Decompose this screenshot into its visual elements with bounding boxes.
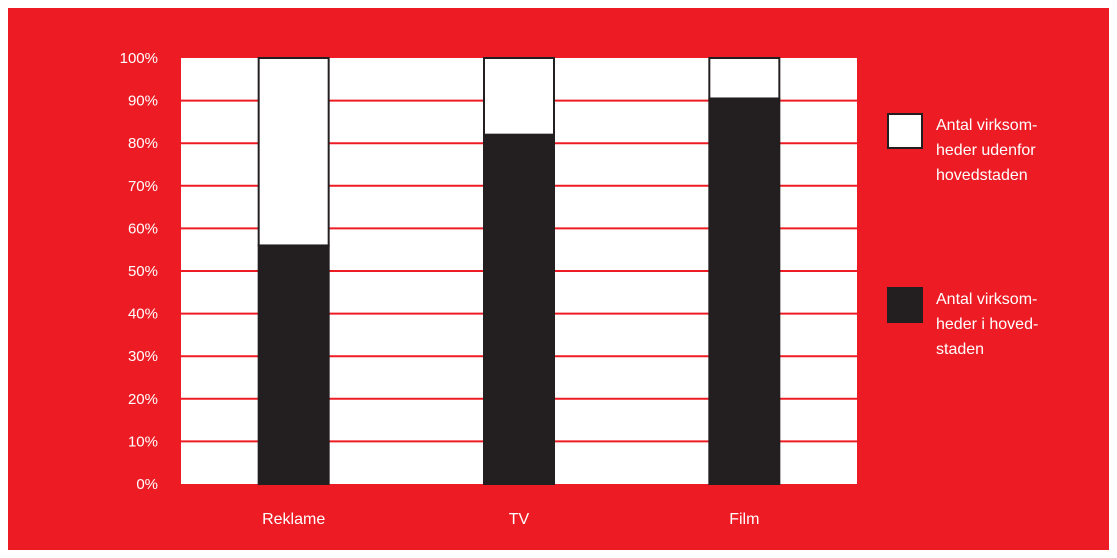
bar-segment-udenfor-hovedstaden: [257, 57, 330, 247]
y-tick-label: 10%: [128, 433, 158, 450]
legend-label-line: staden: [936, 341, 984, 358]
legend-label-line: Antal virksom-: [936, 291, 1037, 308]
legend-swatch: [887, 113, 923, 149]
legend: Antal virksom-heder udenfor hovedstaden An…: [887, 113, 1038, 358]
y-tick-label: 60%: [128, 220, 158, 237]
legend-label-line: Antal virksom-: [936, 117, 1037, 134]
bars: [257, 57, 781, 486]
legend-swatch: [887, 287, 923, 323]
y-tick-label: 20%: [128, 391, 158, 408]
stacked-bar-chart: 0% 10% 20% 30% 40% 50% 60% 70% 80% 90% 100% Reklam…: [8, 8, 1109, 550]
y-tick-label: 40%: [128, 306, 158, 323]
y-axis-tick-labels: 0% 10% 20% 30% 40% 50% 60% 70% 80% 90% 100%: [120, 50, 158, 493]
bar-segment-udenfor-hovedstaden: [708, 57, 781, 100]
x-category-label: Film: [729, 511, 759, 528]
bar-segment-i-hovedstaden: [257, 244, 330, 485]
y-tick-label: 70%: [128, 178, 158, 195]
legend-label-line: hovedstaden: [936, 167, 1028, 184]
x-category-label: Reklame: [262, 511, 325, 528]
bar-segment-i-hovedstaden: [708, 97, 781, 485]
y-tick-label: 30%: [128, 348, 158, 365]
x-axis-category-labels: Reklame TV Film: [262, 511, 759, 528]
chart-panel: 0% 10% 20% 30% 40% 50% 60% 70% 80% 90% 100% Reklam…: [8, 8, 1109, 550]
y-tick-label: 50%: [128, 263, 158, 280]
legend-label-line: heder udenfor: [936, 142, 1036, 159]
x-category-label: TV: [509, 511, 530, 528]
y-tick-label: 100%: [120, 50, 158, 67]
y-tick-label: 80%: [128, 135, 158, 152]
legend-label-line: heder i hoved-: [936, 316, 1038, 333]
y-tick-label: 0%: [136, 476, 158, 493]
bar-segment-i-hovedstaden: [483, 133, 555, 486]
y-tick-label: 90%: [128, 93, 158, 110]
bar-segment-udenfor-hovedstaden: [483, 57, 555, 136]
